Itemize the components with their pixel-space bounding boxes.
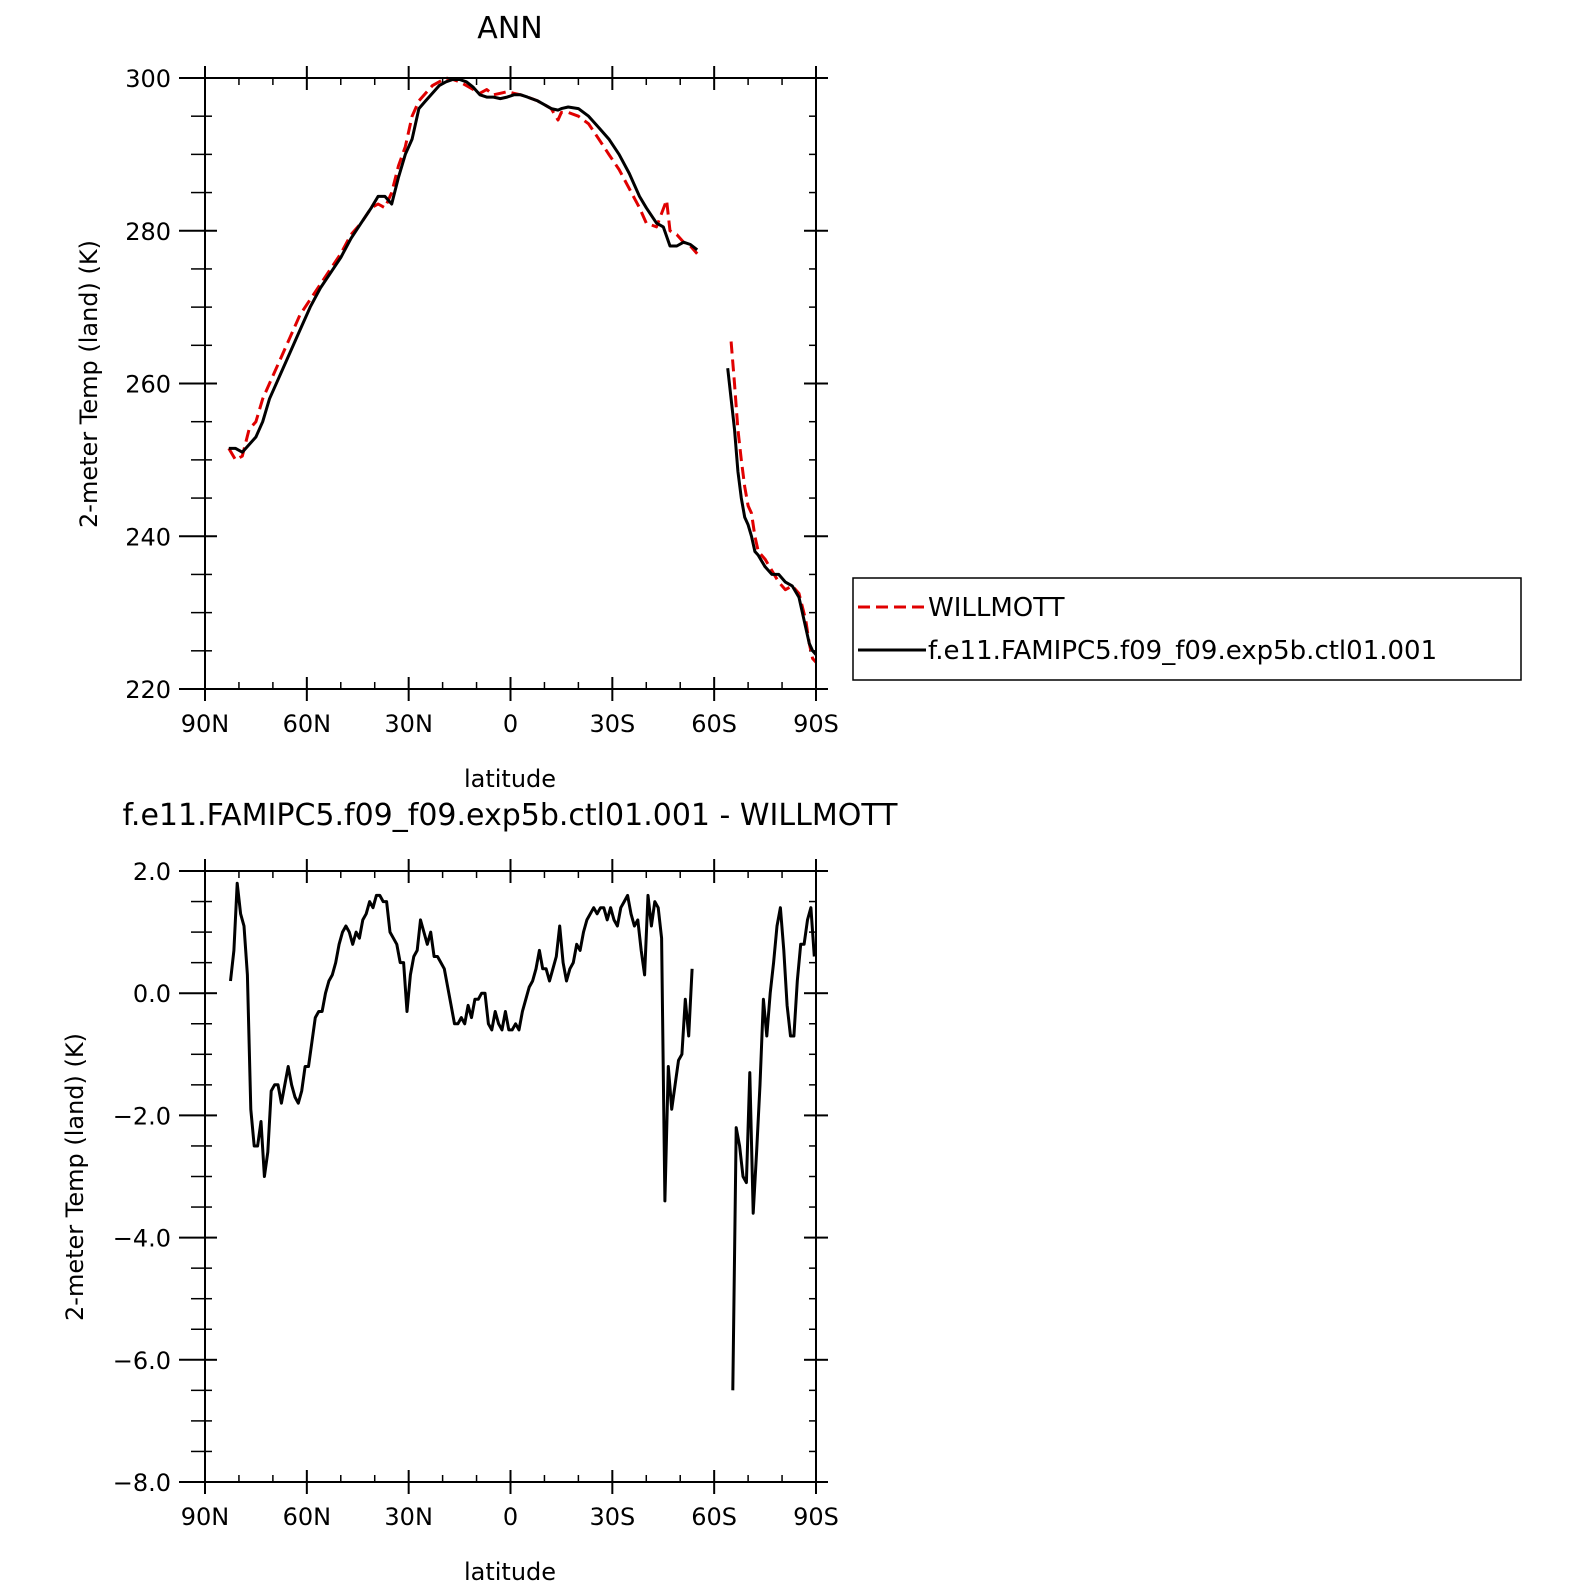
top-plot-frame bbox=[204, 77, 817, 690]
top-series-f-e11-famipc5-f09-f09-exp5b-ctl01-001-line bbox=[726, 368, 818, 656]
top-series-willmott-line bbox=[227, 76, 699, 462]
top-y-tick-label: 280 bbox=[125, 218, 171, 246]
top-chart-title: ANN bbox=[477, 11, 542, 46]
top-y-tick-label: 240 bbox=[125, 523, 171, 551]
top-x-tick-label: 90N bbox=[181, 710, 230, 738]
bottom-x-tick-label: 0 bbox=[503, 1503, 518, 1531]
top-x-tick-label: 30N bbox=[384, 710, 433, 738]
bottom-plot-frame bbox=[204, 870, 817, 1483]
top-series-f-e11-famipc5-f09-f09-exp5b-ctl01-001-line bbox=[228, 78, 699, 454]
bottom-x-tick-label: 60S bbox=[691, 1503, 737, 1531]
bottom-y-tick-label: −4.0 bbox=[113, 1225, 171, 1253]
bottom-chart-title: f.e11.FAMIPC5.f09_f09.exp5b.ctl01.001 - … bbox=[123, 798, 899, 833]
bottom-x-tick-labels: 90N 60N 30N 0 30S 60S 90S bbox=[181, 1503, 839, 1531]
top-y-tick-label: 260 bbox=[125, 371, 171, 399]
bottom-y-tick-label: 0.0 bbox=[133, 980, 171, 1008]
top-chart-panel: ANN 90N 60N 30N 0 30S 60S 90S 220240260280300 … bbox=[75, 11, 839, 793]
bottom-axes-ticks bbox=[179, 859, 828, 1494]
top-x-tick-labels: 90N 60N 30N 0 30S 60S 90S bbox=[181, 710, 839, 738]
bottom-x-tick-label: 90N bbox=[181, 1503, 230, 1531]
bottom-y-tick-label: −8.0 bbox=[113, 1469, 171, 1497]
bottom-y-tick-label: −2.0 bbox=[113, 1102, 171, 1130]
bottom-x-tick-label: 30N bbox=[384, 1503, 433, 1531]
top-y-axis-title: 2-meter Temp (land) (K) bbox=[75, 240, 103, 528]
top-x-tick-label: 60N bbox=[283, 710, 332, 738]
bottom-series-difference-line bbox=[229, 881, 694, 1203]
bottom-x-tick-label: 30S bbox=[589, 1503, 635, 1531]
top-x-tick-label: 60S bbox=[691, 710, 737, 738]
top-y-tick-label: 220 bbox=[125, 676, 171, 704]
top-y-tick-labels: 220 240 260 280 300 bbox=[125, 65, 171, 704]
bottom-series-difference-line bbox=[731, 906, 816, 1391]
top-x-tick-label: 90S bbox=[793, 710, 839, 738]
bottom-x-tick-label: 60N bbox=[283, 1503, 332, 1531]
bottom-y-tick-label: 2.0 bbox=[133, 858, 171, 886]
top-x-axis-title: latitude bbox=[464, 765, 556, 793]
top-y-tick-label: 300 bbox=[125, 65, 171, 93]
top-x-tick-label: 0 bbox=[503, 710, 518, 738]
bottom-y-tick-labels: −8.0 −6.0 −4.0 −2.0 0.0 2.0 bbox=[113, 858, 171, 1497]
bottom-series-lines bbox=[229, 881, 816, 1391]
top-series-willmott-line bbox=[729, 341, 818, 664]
legend-label-willmott: WILLMOTT bbox=[928, 593, 1065, 623]
top-x-tick-label: 30S bbox=[589, 710, 635, 738]
bottom-y-axis-title: 2-meter Temp (land) (K) bbox=[61, 1033, 89, 1321]
legend: WILLMOTT f.e11.FAMIPC5.f09_f09.exp5b.ctl… bbox=[852, 577, 1522, 681]
legend-frame bbox=[852, 577, 1522, 681]
bottom-x-axis-title: latitude bbox=[464, 1558, 556, 1585]
legend-label-model: f.e11.FAMIPC5.f09_f09.exp5b.ctl01.001 bbox=[928, 636, 1437, 666]
bottom-x-tick-label: 90S bbox=[793, 1503, 839, 1531]
bottom-chart-panel: f.e11.FAMIPC5.f09_f09.exp5b.ctl01.001 - … bbox=[61, 798, 898, 1585]
top-series-lines bbox=[227, 76, 818, 664]
bottom-y-tick-label: −6.0 bbox=[113, 1347, 171, 1375]
